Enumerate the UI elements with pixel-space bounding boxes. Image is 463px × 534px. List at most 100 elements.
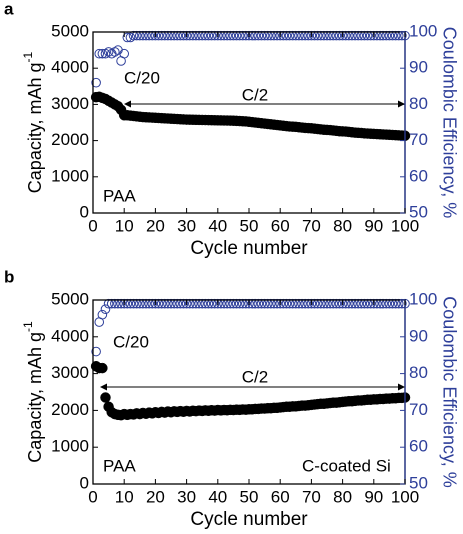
x-tick-label: 10: [115, 487, 134, 506]
x-tick-label: 60: [271, 216, 290, 235]
x-tick-label: 70: [302, 487, 321, 506]
efficiency-point: [147, 30, 158, 41]
efficiency-point: [200, 30, 211, 41]
efficiency-point: [125, 32, 136, 43]
y2-tick-label: 100: [409, 289, 437, 308]
efficiency-point: [156, 30, 167, 41]
efficiency-point: [384, 30, 395, 41]
y2-tick-label: 90: [409, 326, 428, 345]
x-tick-label: 80: [333, 487, 352, 506]
efficiency-point: [166, 30, 176, 41]
efficiency-point: [169, 30, 179, 41]
efficiency-point: [284, 30, 295, 41]
annotation: C-coated Si: [302, 456, 391, 475]
efficiency-point: [216, 30, 226, 41]
x-tick-label: 80: [333, 216, 352, 235]
efficiency-point: [247, 30, 257, 41]
x-tick-label: 90: [364, 487, 383, 506]
y2-tick-label: 80: [409, 363, 428, 382]
efficiency-point: [206, 30, 217, 41]
annotation: C/20: [124, 68, 160, 87]
efficiency-point: [119, 48, 129, 59]
efficiency-point: [319, 30, 329, 41]
x-tick-label: 90: [364, 216, 383, 235]
efficiency-point: [325, 30, 335, 41]
capacity-point: [97, 362, 108, 374]
efficiency-point: [340, 30, 351, 41]
y-tick-label: 2000: [51, 130, 89, 149]
y2-tick-label: 60: [409, 437, 428, 456]
arrow-head: [398, 100, 405, 108]
annotation: C/2: [242, 85, 268, 104]
efficiency-point: [350, 30, 360, 41]
y2-tick-label: 80: [409, 94, 428, 113]
capacity-point: [100, 392, 111, 403]
efficiency-point: [250, 30, 261, 41]
efficiency-point: [390, 30, 401, 41]
annotation: C/2: [242, 367, 268, 386]
efficiency-point: [100, 48, 111, 59]
x-tick-label: 50: [240, 487, 259, 506]
x-axis-label: Cycle number: [190, 509, 308, 530]
efficiency-point: [253, 30, 264, 41]
x-tick-label: 40: [208, 216, 227, 235]
annotation: PAA: [103, 456, 136, 475]
efficiency-point: [222, 30, 232, 41]
y2-tick-label: 90: [409, 58, 428, 77]
y2-tick-label: 100: [409, 21, 437, 40]
efficiency-point: [272, 30, 282, 41]
efficiency-point: [122, 32, 133, 43]
efficiency-point: [234, 30, 245, 41]
efficiency-point: [209, 30, 220, 41]
efficiency-point: [266, 30, 276, 41]
y-axis-label: Capacity, mAh g-1: [21, 321, 45, 463]
efficiency-point: [378, 30, 388, 41]
efficiency-point: [197, 30, 207, 41]
efficiency-point: [387, 30, 398, 41]
x-tick-label: 50: [240, 216, 259, 235]
efficiency-point: [138, 30, 148, 41]
y2-tick-label: 70: [409, 130, 428, 149]
efficiency-point: [262, 30, 273, 41]
efficiency-point: [297, 30, 307, 41]
efficiency-point: [269, 30, 279, 41]
efficiency-point: [97, 48, 108, 59]
efficiency-point: [300, 30, 310, 41]
y2-tick-label: 60: [409, 166, 428, 185]
efficiency-point: [91, 346, 101, 357]
efficiency-point: [362, 30, 373, 41]
x-tick-label: 0: [88, 487, 97, 506]
y-tick-label: 4000: [51, 326, 89, 345]
efficiency-point: [393, 30, 404, 41]
x-tick-label: 60: [271, 487, 290, 506]
efficiency-point: [331, 30, 342, 41]
y-tick-label: 0: [80, 202, 89, 221]
panel-label: a: [4, 0, 14, 18]
y2-tick-label: 50: [409, 202, 428, 221]
y-tick-label: 3000: [51, 363, 89, 382]
efficiency-point: [97, 309, 108, 320]
efficiency-point: [244, 30, 254, 41]
x-axis-label: Cycle number: [190, 238, 308, 259]
efficiency-point: [275, 30, 286, 41]
efficiency-point: [110, 47, 120, 57]
efficiency-point: [172, 30, 183, 41]
efficiency-point: [203, 30, 214, 41]
x-tick-label: 100: [391, 216, 419, 235]
efficiency-point: [194, 30, 204, 41]
y-tick-label: 0: [80, 473, 89, 492]
x-tick-label: 70: [302, 216, 321, 235]
efficiency-point: [322, 30, 332, 41]
efficiency-point: [241, 30, 251, 41]
efficiency-point: [237, 30, 248, 41]
arrow-head: [398, 383, 405, 391]
efficiency-point: [397, 30, 407, 41]
y-axis-label-text: Capacity, mAh g: [25, 62, 45, 193]
efficiency-point: [219, 30, 229, 41]
efficiency-point: [309, 30, 320, 41]
arrow-head: [100, 383, 107, 391]
y-axis-label-sup: -1: [21, 321, 35, 332]
x-tick-label: 40: [208, 487, 227, 506]
